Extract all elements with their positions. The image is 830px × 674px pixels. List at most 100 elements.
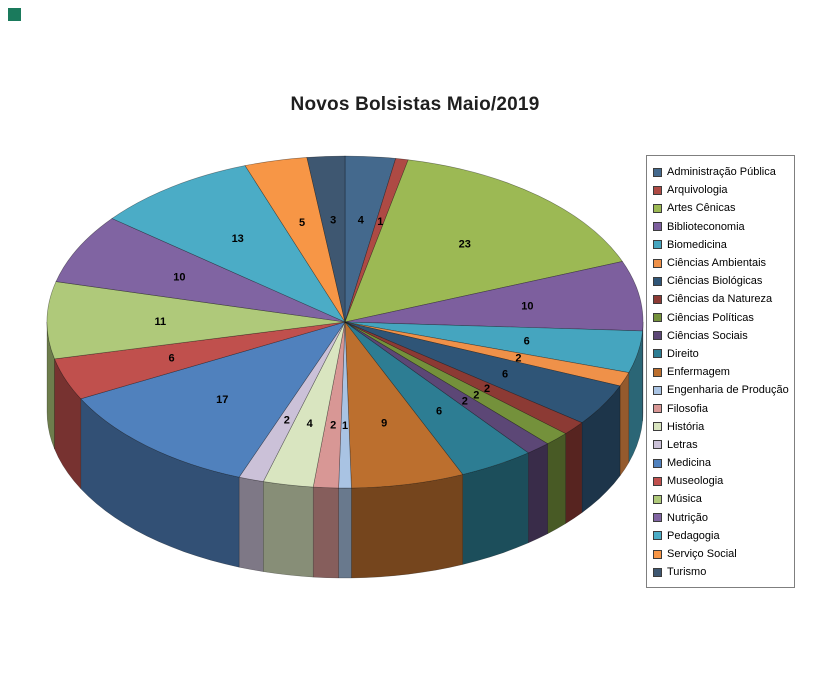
pie-slice [344,321,630,387]
legend-swatch [653,331,662,341]
legend-swatch [653,440,662,450]
legend-item: Biblioteconomia [653,218,789,236]
legend-label: Direito [667,347,699,360]
pie-slice-label: 6 [502,369,508,381]
legend-item: Pedagogia [653,527,789,545]
legend-swatch [653,549,662,559]
legend-item: Direito [653,345,789,363]
pie-slice-side [547,433,566,535]
legend-swatch [653,349,662,359]
pie-slice-side [263,481,314,578]
pie-slice-label: 10 [173,271,185,283]
legend-swatch [653,476,662,486]
pie-slice-label: 1 [377,216,383,228]
legend-swatch [653,203,662,213]
legend-swatch [653,404,662,414]
legend-label: Biomedicina [667,238,727,251]
legend-swatch [653,513,662,523]
pie-slice-label: 3 [330,214,336,226]
legend-item: História [653,418,789,436]
pie-slice-label: 1 [342,420,348,432]
legend-label: História [667,420,705,433]
pie-slice [344,321,567,445]
pie-slice-label: 23 [459,239,471,251]
legend-label: Museologia [667,475,724,488]
pie-slice-label: 6 [436,406,442,418]
pie-slice-label: 2 [462,395,468,407]
legend-label: Ciências Biológicas [667,275,763,288]
legend-swatch [653,458,662,468]
legend-label: Biblioteconomia [667,220,745,233]
pie-slice [344,321,529,475]
legend-label: Ciências Ambientais [667,257,767,270]
pie-slice [338,321,352,489]
pie-slice-label: 2 [330,420,336,432]
pie-slice [344,155,397,323]
chart-legend: Administração Pública Arquivologia Artes C… [646,155,795,589]
chart-title: Novos Bolsistas Maio/2019 [290,94,540,115]
pie-slice-side [338,487,352,579]
pie-slice-label: 4 [307,418,314,430]
legend-label: Ciências da Natureza [667,293,773,306]
legend-label: Enfermagem [667,366,730,379]
pie-slice [344,321,621,424]
pie-slice-side [619,371,630,477]
pie-slice [344,321,583,434]
legend-swatch [653,167,662,177]
pie-slice-label: 2 [284,415,290,427]
pie-slice [344,261,644,332]
pie-slice-side [238,476,264,572]
legend-swatch [653,367,662,377]
legend-label: Engenharia de Produção [667,384,789,397]
legend-item: Turismo [653,563,789,581]
legend-swatch [653,240,662,250]
legend-item: Serviço Social [653,545,789,563]
legend-label: Artes Cênicas [667,202,736,215]
legend-swatch [653,494,662,504]
pie-slice [344,158,409,323]
pie-slice [46,281,346,360]
pie-slice-label: 2 [515,353,521,365]
pie-slice [244,157,346,323]
legend-label: Música [667,493,702,506]
legend-swatch [653,258,662,268]
legend-label: Ciências Políticas [667,311,754,324]
pie-slice-label: 13 [232,233,244,245]
pie-slice-label: 2 [473,389,479,401]
legend-label: Pedagogia [667,529,720,542]
corner-square-icon [8,8,21,21]
legend-swatch [653,185,662,195]
legend-swatch [653,422,662,432]
legend-label: Serviço Social [667,548,737,561]
legend-item: Arquivologia [653,181,789,199]
legend-swatch [653,222,662,232]
pie-slice-label: 2 [484,383,490,395]
pie-slice-label: 4 [358,215,365,227]
pie-slice [344,321,643,373]
legend-item: Ciências Ambientais [653,254,789,272]
legend-item: Enfermagem [653,363,789,381]
legend-item: Biomedicina [653,236,789,254]
legend-item: Medicina [653,454,789,472]
legend-item: Filosofia [653,399,789,417]
legend-swatch [653,385,662,395]
legend-label: Ciências Sociais [667,329,748,342]
legend-item: Ciências da Natureza [653,290,789,308]
pie-slice-side [351,474,463,579]
pie-slice [111,165,346,323]
pie-slice [262,321,346,488]
pie-slice-label: 5 [299,217,305,229]
pie-slice-side [46,321,55,449]
legend-label: Filosofia [667,402,708,415]
pie-slice-side [528,443,548,544]
pie-slice-label: 17 [216,394,228,406]
pie-slice-label: 6 [169,353,175,365]
pie-slice [344,321,549,454]
legend-item: Ciências Sociais [653,327,789,345]
legend-label: Letras [667,438,698,451]
legend-label: Nutrição [667,511,708,524]
pie-slice [344,321,464,489]
legend-label: Medicina [667,457,712,470]
legend-swatch [653,294,662,304]
